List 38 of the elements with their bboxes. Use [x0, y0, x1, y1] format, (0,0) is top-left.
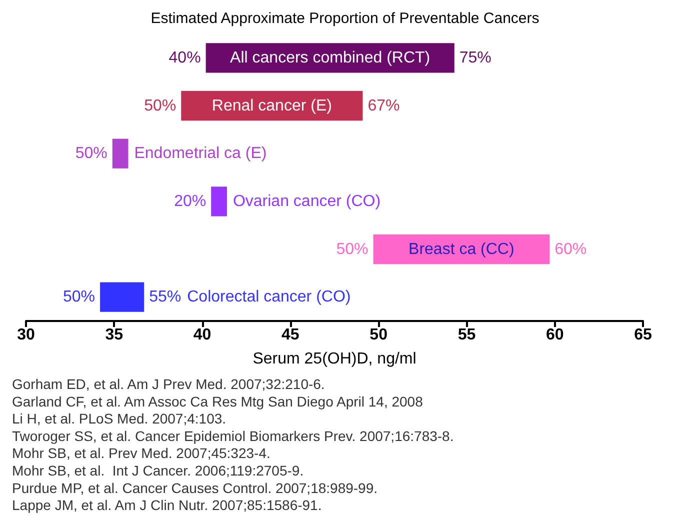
x-tick-label: 60 — [546, 326, 564, 344]
x-tick-label: 40 — [193, 326, 212, 344]
bar — [373, 234, 550, 264]
annotation: 50% — [336, 240, 368, 258]
x-tick-label: 50 — [370, 326, 388, 344]
y-tick-label: Endometrial ca (E) — [134, 145, 267, 162]
text: Li H, et al. PLoS Med. 2007;4:103. — [12, 410, 226, 427]
bar — [211, 186, 227, 216]
y-tick-label: Breast ca (CC) — [408, 240, 514, 258]
y-tick-label: Ovarian cancer (CO) — [232, 192, 381, 210]
annotation: 20% — [174, 192, 206, 210]
text: Mohr SB, et al. Int J Cancer. 2006;119:2705-9. — [12, 462, 304, 478]
x-tick-label: 55 — [458, 326, 476, 344]
text: Purdue MP, et al. Cancer Causes Control. 2007;18:989-99. — [12, 480, 378, 496]
bar — [112, 138, 128, 168]
bar — [100, 282, 144, 312]
annotation: 50% — [75, 145, 108, 162]
chart-title: Estimated Approximate Proportion of Preventable Cancers — [150, 10, 540, 27]
text: Tworoger SS, et al. Cancer Epidemiol Biomarkers Prev. 2007;16:783-8. — [12, 428, 454, 444]
text: Garland CF, et al. Am Assoc Ca Res Mtg San Diego April 14, 2008 — [12, 393, 424, 410]
annotation: 50% — [144, 97, 176, 114]
y-tick-label: Renal cancer (E) — [212, 97, 332, 114]
annotation: 75% — [459, 49, 492, 66]
text: Mohr SB, et al. Prev Med. 2007;45:323-4. — [12, 445, 270, 462]
text: Lappe JM, et al. Am J Clin Nutr. 2007;85:1586-91. — [12, 497, 322, 514]
text: Gorham ED, et al. Am J Prev Med. 2007;32:210-6. — [12, 376, 325, 392]
annotation: 50% — [63, 288, 96, 306]
annotation: 55% — [149, 288, 182, 306]
y-tick-label: Colorectal cancer (CO) — [187, 288, 351, 306]
annotation: 60% — [554, 240, 587, 258]
x-tick-label: 30 — [17, 326, 35, 344]
x-tick-label: 45 — [282, 326, 300, 344]
x-axis-title: Serum 25(OH)D, ng/ml — [252, 350, 416, 368]
annotation: 67% — [368, 97, 400, 114]
y-tick-label: All cancers combined (RCT) — [230, 49, 430, 66]
x-tick-label: 35 — [105, 326, 124, 344]
annotation: 40% — [168, 49, 201, 66]
x-tick-label: 65 — [634, 326, 652, 344]
